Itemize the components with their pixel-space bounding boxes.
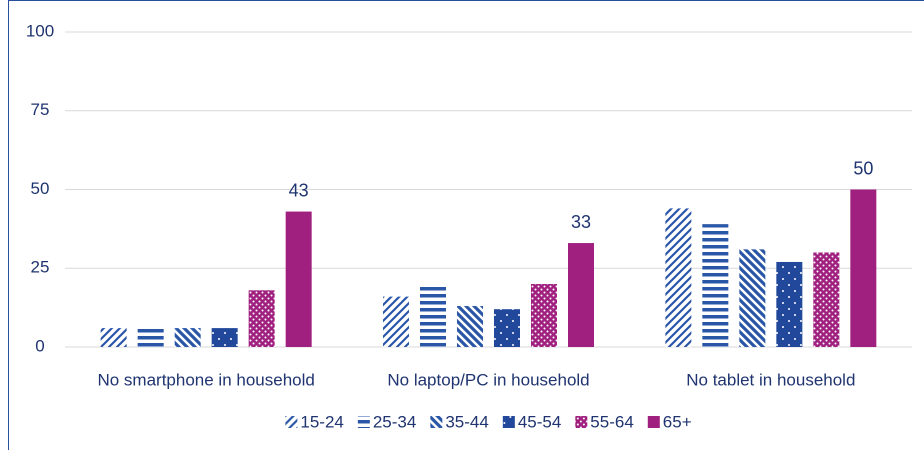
- bar: [568, 243, 594, 347]
- bar: [776, 261, 803, 347]
- y-tick-label: 0: [35, 336, 44, 355]
- bar: [420, 284, 446, 347]
- data-label: 50: [853, 158, 873, 178]
- bar: [739, 249, 766, 347]
- y-tick-label: 50: [31, 179, 50, 198]
- bar: [665, 208, 692, 347]
- legend: 15-24 25-34 35-44 45-54 55-64 65+: [285, 412, 692, 431]
- bar: [850, 189, 877, 347]
- legend-label: 35-44: [445, 412, 488, 431]
- legend-swatch: [575, 416, 588, 428]
- bar: [702, 224, 729, 347]
- bar: [813, 252, 840, 347]
- bar: [211, 328, 238, 347]
- bar: [174, 328, 201, 347]
- legend-label: 45-54: [518, 412, 561, 431]
- legend-label: 65+: [663, 412, 692, 431]
- y-tick-label: 75: [31, 100, 50, 119]
- legend-swatch: [647, 416, 660, 428]
- legend-label: 15-24: [300, 412, 343, 431]
- legend-swatch: [285, 416, 298, 428]
- y-tick-label: 25: [31, 258, 50, 277]
- bar: [383, 296, 409, 347]
- y-tick-label: 100: [26, 21, 54, 40]
- bar: [137, 328, 164, 347]
- data-label: 43: [289, 180, 309, 200]
- bar: [494, 309, 520, 347]
- legend-swatch: [502, 416, 515, 428]
- x-tick-label: No tablet in household: [686, 370, 855, 389]
- legend-label: 25-34: [373, 412, 416, 431]
- bar: [457, 306, 483, 347]
- bar: [248, 290, 275, 347]
- legend-swatch: [430, 416, 443, 428]
- x-tick-label: No laptop/PC in household: [387, 370, 589, 389]
- bar: [100, 328, 127, 347]
- bar: [285, 211, 312, 347]
- legend-swatch: [357, 416, 370, 428]
- data-label: 33: [571, 212, 591, 232]
- bar: [531, 284, 557, 347]
- legend-label: 55-64: [590, 412, 633, 431]
- x-tick-label: No smartphone in household: [97, 370, 314, 389]
- chart-border: [8, 0, 924, 450]
